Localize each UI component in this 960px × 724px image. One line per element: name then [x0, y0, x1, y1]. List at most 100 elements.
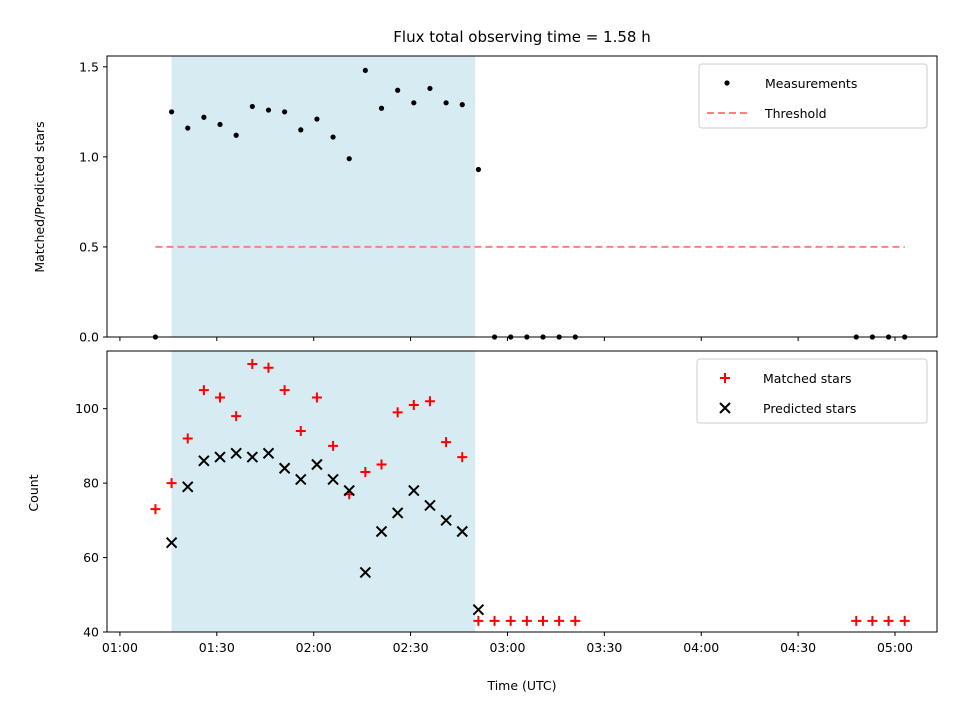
measurement-point: [201, 114, 207, 120]
matched-star-point: [295, 426, 306, 437]
measurement-point: [330, 134, 336, 140]
matched-star-point: [182, 433, 193, 444]
measurement-point: [233, 132, 239, 138]
legend-marker: [719, 402, 731, 414]
matched-star-point: [279, 385, 290, 396]
predicted-star-point: [327, 473, 339, 486]
y-tick-label: 40: [83, 625, 99, 640]
legend: Measurements Threshold: [698, 63, 928, 129]
x-tick-label: 05:00: [877, 640, 913, 655]
matched-star-point: [851, 615, 862, 626]
matched-star-point: [166, 478, 177, 489]
legend-label: Threshold: [764, 106, 827, 121]
predicted-star-point: [375, 525, 388, 538]
matched-star-point: [473, 615, 484, 626]
measurement-point: [185, 125, 191, 131]
x-tick-label: 03:00: [489, 640, 525, 655]
y-tick-label: 80: [83, 476, 99, 491]
bottom-panel: 40 60 80 100 01:00 01:30 02:00 02:30 03:00 03:30 0…: [75, 350, 938, 655]
predicted-star-point: [214, 451, 226, 463]
measurement-point: [282, 109, 288, 115]
bottom-x-axis-label: Time (UTC): [486, 678, 556, 693]
measurement-point: [443, 100, 449, 106]
legend-box: [698, 63, 928, 129]
measurement-point: [249, 103, 255, 110]
observing-span: [171, 351, 476, 632]
legend-label: Predicted stars: [763, 401, 856, 416]
legend: Matched stars Predicted stars: [696, 358, 928, 424]
x-tick-label: 02:00: [296, 640, 332, 655]
predicted-star-point: [230, 447, 242, 460]
measurement-point: [346, 156, 352, 162]
y-tick-label: 0.5: [79, 239, 99, 254]
matched-star-point: [328, 440, 339, 451]
matched-star-point: [505, 615, 516, 626]
predicted-star-point: [262, 447, 275, 460]
matched-star-point: [457, 452, 468, 463]
matched-star-point: [231, 411, 242, 422]
measurement-point: [475, 166, 482, 173]
predicted-star-point: [472, 603, 485, 616]
matched-star-point: [883, 615, 894, 626]
observing-span: [171, 56, 476, 337]
plot-frame: [106, 350, 938, 633]
y-tick-label: 1.5: [79, 59, 99, 74]
y-tick-label: 1.0: [79, 149, 99, 164]
measurement-point: [362, 67, 368, 74]
x-tick-label: 04:00: [683, 640, 719, 655]
x-tick-label: 02:30: [393, 640, 429, 655]
matched-star-point: [441, 437, 452, 448]
legend-label: Matched stars: [763, 371, 851, 386]
matched-star-point: [899, 615, 910, 626]
matched-star-point: [392, 407, 403, 418]
predicted-star-point: [182, 481, 194, 493]
x-tick-label: 03:30: [586, 640, 622, 655]
matched-star-point: [408, 399, 419, 410]
matched-star-point: [150, 504, 161, 515]
x-tick-label: 01:30: [199, 640, 235, 655]
predicted-star-point: [278, 462, 291, 474]
measurement-point: [395, 87, 401, 93]
matched-star-point: [554, 615, 565, 626]
matched-star-point: [247, 359, 258, 370]
predicted-star-point: [295, 473, 307, 486]
x-tick-label: 04:30: [780, 640, 816, 655]
predicted-star-point: [456, 525, 468, 538]
y-tick-label: 100: [75, 401, 99, 416]
measurement-point: [378, 105, 385, 111]
bottom-y-axis-label: Count: [26, 474, 41, 511]
matched-star-point: [376, 459, 387, 470]
legend-marker: [724, 80, 730, 86]
predicted-star-point: [408, 484, 420, 497]
measurement-point: [459, 102, 465, 108]
matched-star-point: [263, 362, 274, 373]
predicted-star-point: [391, 507, 404, 519]
predicted-star-point: [198, 455, 210, 467]
matched-star-point: [424, 396, 435, 407]
legend-box: [696, 358, 928, 424]
predicted-star-point: [343, 484, 355, 497]
y-tick-label: 0.0: [79, 330, 99, 345]
matched-star-point: [360, 466, 371, 477]
x-tick-label: 01:00: [102, 640, 138, 655]
series-matched-stars: [150, 359, 910, 626]
measurement-point: [411, 100, 417, 106]
predicted-star-point: [311, 458, 323, 471]
matched-star-point: [215, 392, 226, 403]
matched-star-point: [570, 615, 581, 626]
matched-star-point: [489, 615, 500, 626]
measurement-point: [217, 121, 223, 128]
top-y-axis-label: Matched/Predicted stars: [32, 121, 47, 272]
y-tick-label: 60: [83, 550, 99, 565]
predicted-star-point: [359, 566, 372, 579]
matched-star-point: [521, 615, 532, 626]
predicted-star-point: [165, 536, 178, 549]
predicted-star-point: [246, 451, 259, 463]
predicted-star-point: [440, 514, 452, 527]
matched-star-point: [198, 385, 209, 396]
measurement-point: [298, 127, 304, 133]
measurement-point: [265, 107, 272, 113]
series-predicted-stars: [165, 447, 485, 616]
chart-title: Flux total observing time = 1.58 h: [393, 28, 650, 46]
